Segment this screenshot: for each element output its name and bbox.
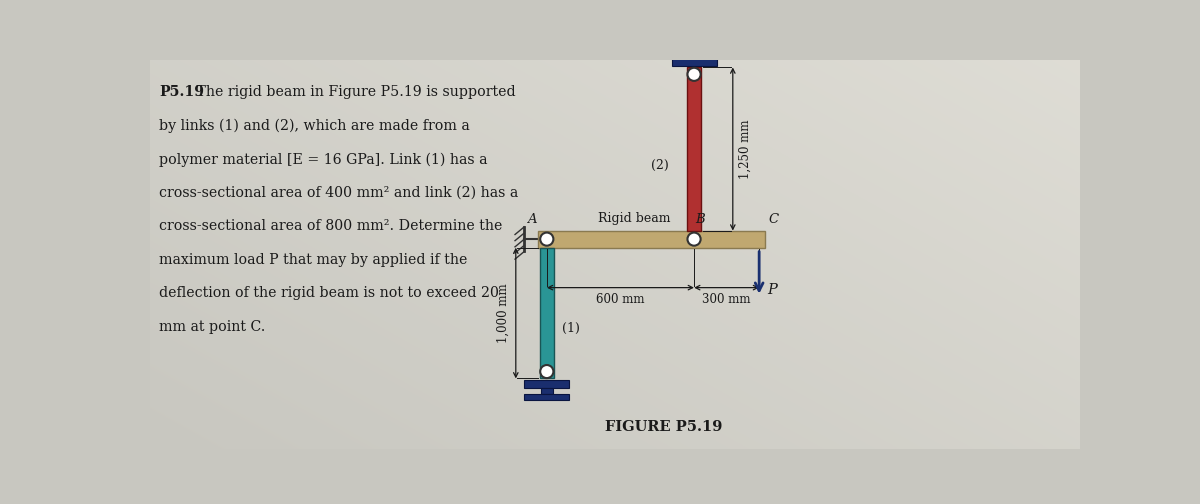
Text: (2): (2) <box>652 159 670 172</box>
Text: C: C <box>768 213 778 226</box>
Text: maximum load P that may by applied if the: maximum load P that may by applied if th… <box>160 253 468 267</box>
Text: cross-sectional area of 800 mm². Determine the: cross-sectional area of 800 mm². Determi… <box>160 219 503 233</box>
Text: deflection of the rigid beam is not to exceed 20: deflection of the rigid beam is not to e… <box>160 286 499 300</box>
FancyBboxPatch shape <box>688 52 701 58</box>
Text: FIGURE P5.19: FIGURE P5.19 <box>605 420 722 434</box>
Text: B: B <box>695 213 706 226</box>
Text: 600 mm: 600 mm <box>596 293 644 306</box>
Circle shape <box>688 68 701 81</box>
Text: The rigid beam in Figure P5.19 is supported: The rigid beam in Figure P5.19 is suppor… <box>192 85 516 99</box>
Text: mm at point C.: mm at point C. <box>160 320 265 334</box>
Circle shape <box>540 232 553 245</box>
Text: P: P <box>767 283 776 297</box>
Text: cross-sectional area of 400 mm² and link (2) has a: cross-sectional area of 400 mm² and link… <box>160 185 518 200</box>
Circle shape <box>540 365 553 378</box>
Text: A: A <box>527 213 536 226</box>
Text: P5.19: P5.19 <box>160 85 204 99</box>
FancyBboxPatch shape <box>688 68 701 231</box>
FancyBboxPatch shape <box>524 394 569 400</box>
FancyBboxPatch shape <box>672 58 716 66</box>
FancyBboxPatch shape <box>541 388 553 394</box>
FancyBboxPatch shape <box>524 380 569 388</box>
Text: Rigid beam: Rigid beam <box>598 212 671 225</box>
FancyBboxPatch shape <box>672 45 716 52</box>
FancyBboxPatch shape <box>539 231 766 247</box>
Circle shape <box>688 232 701 245</box>
Text: (1): (1) <box>563 322 580 335</box>
Text: polymer material [E = 16 GPa]. Link (1) has a: polymer material [E = 16 GPa]. Link (1) … <box>160 152 487 166</box>
Text: 1,250 mm: 1,250 mm <box>739 119 752 179</box>
Text: 300 mm: 300 mm <box>702 293 751 306</box>
Text: by links (1) and (2), which are made from a: by links (1) and (2), which are made fro… <box>160 118 470 133</box>
Text: 1,000 mm: 1,000 mm <box>497 283 510 343</box>
FancyBboxPatch shape <box>540 247 553 379</box>
